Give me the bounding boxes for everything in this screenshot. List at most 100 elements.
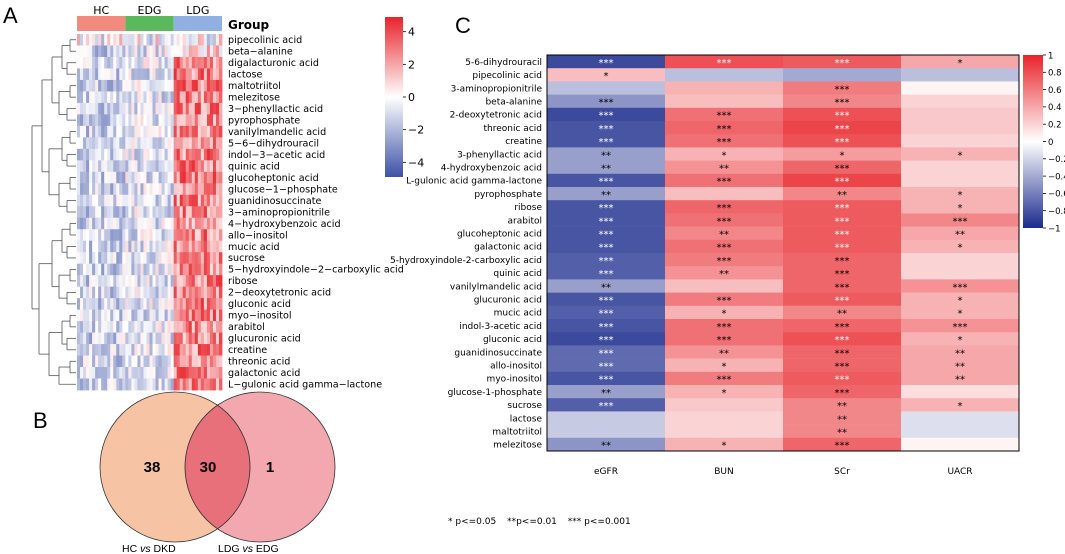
heatmap-cell [86, 332, 90, 345]
heatmap-cell [191, 160, 196, 173]
heatmap-cell [86, 137, 90, 150]
heatmap-cell [152, 34, 156, 46]
heatmap-cell [179, 171, 184, 184]
heatmap-cell [77, 229, 81, 242]
heatmap-cell [173, 148, 178, 161]
heatmap-cell [89, 68, 93, 81]
heatmap-cell [143, 240, 147, 253]
heatmap-cell [119, 229, 123, 242]
heatmap-cell [89, 367, 93, 379]
heatmap-cell [140, 79, 144, 92]
heatmap-cell [182, 217, 187, 230]
heatmap-cell [146, 160, 150, 173]
heatmap-cell [107, 79, 111, 92]
significance-mark: *** [599, 203, 614, 214]
heatmap-cell [161, 286, 165, 299]
heatmap-cell [188, 286, 193, 299]
correlation-cell [665, 279, 784, 293]
legend-tick-label: −4 [408, 156, 424, 169]
heatmap-cell [86, 45, 90, 58]
heatmap-cell [77, 102, 81, 115]
heatmap-cell [188, 309, 193, 322]
heatmap-cell [203, 160, 208, 173]
heatmap-cell [179, 321, 184, 333]
heatmap-cell [179, 137, 184, 150]
heatmap-cell [131, 125, 135, 138]
correlation-cell [783, 437, 902, 452]
venn-outline-right [184, 391, 336, 543]
heatmap-cell [179, 344, 184, 356]
correlation-cell [783, 173, 902, 188]
correlation-cell [665, 385, 784, 399]
correlation-cell [547, 187, 666, 201]
heatmap-cell [113, 332, 117, 345]
heatmap-cell [122, 252, 126, 265]
metabolite-label: glucuronic acid [228, 334, 301, 345]
correlation-row-label: creatine [505, 137, 542, 147]
heatmap-cell [116, 114, 120, 127]
heatmap-cell [203, 344, 208, 356]
heatmap-cell [140, 171, 144, 184]
heatmap-cell [206, 114, 211, 127]
heatmap-cell [191, 321, 196, 333]
heatmap-cell [152, 45, 156, 58]
significance-mark: *** [599, 296, 614, 307]
heatmap-cell [185, 321, 190, 333]
heatmap-cell [92, 102, 96, 115]
heatmap-cell [200, 309, 205, 322]
heatmap-cell [119, 321, 123, 333]
heatmap-cell [98, 91, 102, 104]
heatmap-cell [113, 137, 117, 150]
metabolite-label: vanilylmandelic acid [228, 127, 326, 138]
heatmap-cell [77, 137, 81, 150]
heatmap-cell [188, 217, 193, 230]
heatmap-cell [209, 194, 214, 207]
heatmap-cell [158, 148, 162, 161]
heatmap-cell [83, 160, 87, 173]
heatmap-cell [77, 79, 81, 92]
heatmap-cell [137, 206, 141, 219]
correlation-row-label: glucuronic acid [474, 296, 542, 306]
heatmap-cell [92, 298, 96, 311]
heatmap-cell [113, 68, 117, 81]
heatmap-cell [200, 114, 205, 127]
heatmap-cell [197, 298, 202, 311]
heatmap-cell [182, 240, 187, 253]
metabolite-label: pyrophosphate [228, 115, 300, 126]
heatmap-cell [194, 298, 199, 311]
heatmap-cell [146, 275, 150, 288]
heatmap-cell [128, 56, 132, 69]
heatmap-cell [191, 183, 196, 196]
heatmap-cell [116, 206, 120, 219]
heatmap-cell [107, 217, 111, 230]
heatmap-cell [182, 183, 187, 196]
heatmap-cell [122, 229, 126, 242]
heatmap-cell [209, 34, 214, 46]
heatmap-cell [107, 298, 111, 311]
heatmap-cell [122, 344, 126, 356]
heatmap-cell [179, 45, 184, 58]
heatmap-cell [197, 79, 202, 92]
heatmap-cell [143, 217, 147, 230]
heatmap-cell [80, 240, 84, 253]
heatmap-cell [191, 286, 196, 299]
heatmap-cell [203, 171, 208, 184]
heatmap-cell [116, 56, 120, 69]
significance-mark: *** [717, 243, 732, 254]
heatmap-cell [200, 240, 205, 253]
heatmap-cell [131, 45, 135, 58]
heatmap-cell [92, 332, 96, 345]
heatmap-cell [146, 171, 150, 184]
heatmap-cell [167, 183, 172, 196]
heatmap-cell [209, 68, 214, 81]
heatmap-cell [158, 102, 162, 115]
heatmap-cell [113, 263, 117, 276]
significance-mark: ** [601, 388, 611, 399]
significance-mark: *** [599, 216, 614, 227]
significance-mark: *** [717, 296, 732, 307]
heatmap-cell [167, 148, 172, 161]
heatmap-cell [80, 125, 84, 138]
heatmap-cell [125, 332, 129, 345]
venn-left-label: HC vs DKD [122, 543, 176, 554]
heatmap-cell [83, 332, 87, 345]
